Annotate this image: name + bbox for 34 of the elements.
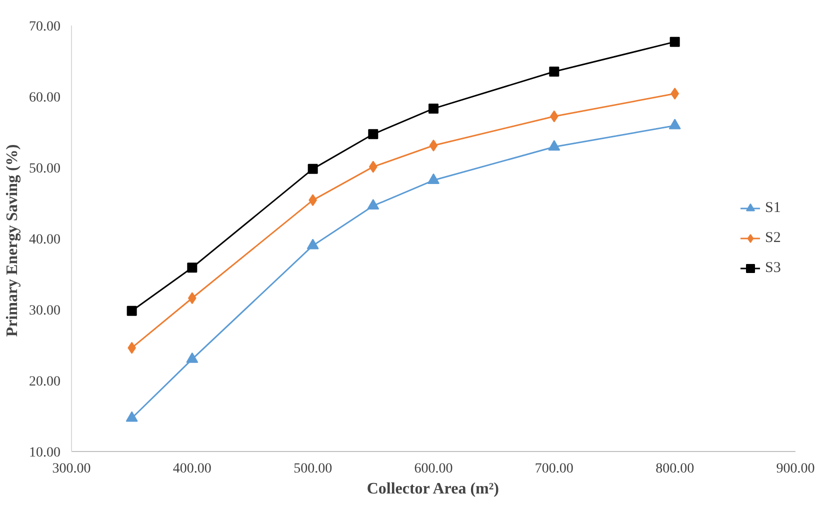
legend-label: S3 bbox=[765, 260, 782, 276]
point bbox=[670, 36, 680, 47]
y-axis-title: Primary Energy Saving (%) bbox=[4, 144, 21, 337]
y-tick-label: 60.00 bbox=[29, 90, 60, 106]
y-tick-label: 50.00 bbox=[29, 162, 60, 176]
point bbox=[306, 238, 319, 250]
x-tick-label: 500.00 bbox=[294, 462, 332, 476]
point bbox=[548, 140, 560, 151]
point bbox=[428, 173, 440, 184]
legend-label: S2 bbox=[765, 230, 782, 246]
point bbox=[668, 118, 681, 130]
point bbox=[308, 164, 318, 174]
legend-label: S1 bbox=[765, 200, 782, 216]
point bbox=[429, 139, 438, 152]
y-tick-label: 30.00 bbox=[29, 304, 60, 318]
point bbox=[187, 262, 198, 273]
point bbox=[368, 129, 378, 140]
y-tick-label: 10.00 bbox=[29, 446, 60, 460]
point bbox=[428, 104, 438, 114]
point bbox=[186, 352, 198, 363]
x-tick-label: 400.00 bbox=[172, 462, 212, 476]
x-tick-label: 900.00 bbox=[776, 462, 815, 476]
point bbox=[126, 411, 138, 422]
y-tick-label: 20.00 bbox=[29, 374, 60, 390]
point bbox=[126, 306, 137, 316]
y-tick-label: 40.00 bbox=[29, 232, 60, 248]
point bbox=[549, 66, 560, 77]
x-axis-title: Collector Area (m²) bbox=[366, 480, 499, 498]
x-tick-label: 700.00 bbox=[534, 462, 574, 476]
x-tick-label: 300.00 bbox=[52, 462, 91, 476]
x-tick-label: 800.00 bbox=[656, 462, 694, 476]
y-tick-label: 70.00 bbox=[29, 20, 60, 34]
x-tick-label: 600.00 bbox=[414, 462, 453, 476]
point bbox=[367, 198, 380, 210]
